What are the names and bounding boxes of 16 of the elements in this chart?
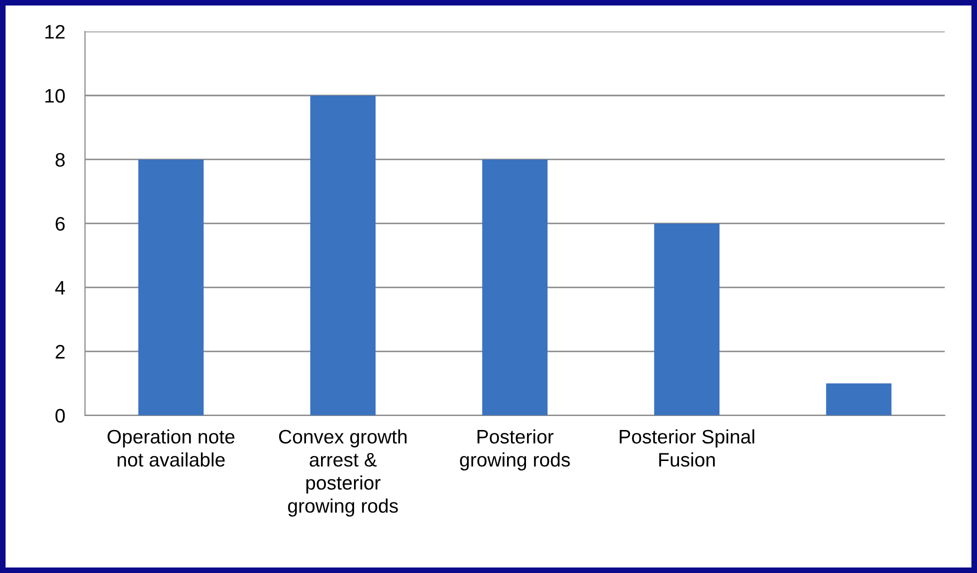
x-tick-label: Posterior growing rods [460, 429, 570, 470]
x-tick-label: Posterior Spinal Fusion [620, 429, 754, 467]
y-tick-label: 6 [56, 216, 65, 231]
x-tick-label: Operation note not available [108, 429, 234, 467]
y-tick-label: 4 [55, 281, 65, 294]
bar [826, 383, 892, 416]
y-tick-label: 0 [56, 408, 65, 423]
bar [310, 96, 376, 416]
x-tick-label: Convex growth arrest & posterior growing rods [279, 429, 407, 517]
bar [482, 159, 548, 416]
y-tick-label: 8 [56, 152, 65, 167]
bar [138, 159, 204, 416]
y-tick-label: 2 [56, 344, 65, 358]
y-tick-label: 10 [45, 88, 65, 103]
bar [654, 223, 720, 416]
y-tick-label: 12 [45, 24, 65, 39]
